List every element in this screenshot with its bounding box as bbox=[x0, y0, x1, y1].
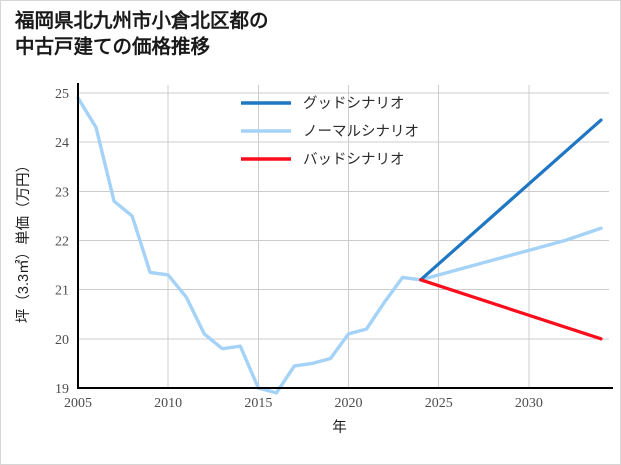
series-line bbox=[419, 118, 603, 282]
x-axis-title: 年 bbox=[332, 419, 347, 436]
y-tick-label: 22 bbox=[55, 235, 69, 250]
legend-label: グッドシナリオ bbox=[303, 95, 405, 112]
x-tick-labels: 2005 2010 2015 2020 2025 2030 bbox=[64, 396, 543, 411]
y-tick-label: 21 bbox=[55, 284, 69, 299]
y-tick-label: 24 bbox=[55, 136, 69, 151]
y-tick-label: 20 bbox=[55, 333, 69, 348]
x-tick-label: 2025 bbox=[425, 396, 453, 411]
series-line bbox=[76, 96, 603, 395]
x-tick-label: 2030 bbox=[515, 396, 543, 411]
y-tick-label: 25 bbox=[55, 87, 69, 102]
y-tick-labels: 19 20 21 22 23 24 25 bbox=[55, 87, 69, 397]
x-tick-label: 2020 bbox=[335, 396, 363, 411]
axis-titles: 年 坪（3.3㎡）単価（万円） bbox=[15, 158, 347, 436]
legend-label: バッドシナリオ bbox=[303, 152, 405, 168]
x-tick-label: 2015 bbox=[244, 396, 272, 411]
chart-title: 福岡県北九州市小倉北区都の 中古戸建ての価格推移 bbox=[15, 10, 269, 58]
x-tick-label: 2010 bbox=[154, 396, 182, 411]
y-tick-label: 23 bbox=[55, 185, 69, 200]
series-line bbox=[419, 278, 603, 341]
y-axis-title: 坪（3.3㎡）単価（万円） bbox=[15, 158, 32, 323]
legend-label: ノーマルシナリオ bbox=[303, 124, 419, 140]
x-tick-label: 2005 bbox=[64, 396, 92, 411]
y-tick-label: 19 bbox=[55, 382, 69, 397]
series-group bbox=[76, 96, 603, 395]
axis-spines bbox=[77, 83, 613, 389]
